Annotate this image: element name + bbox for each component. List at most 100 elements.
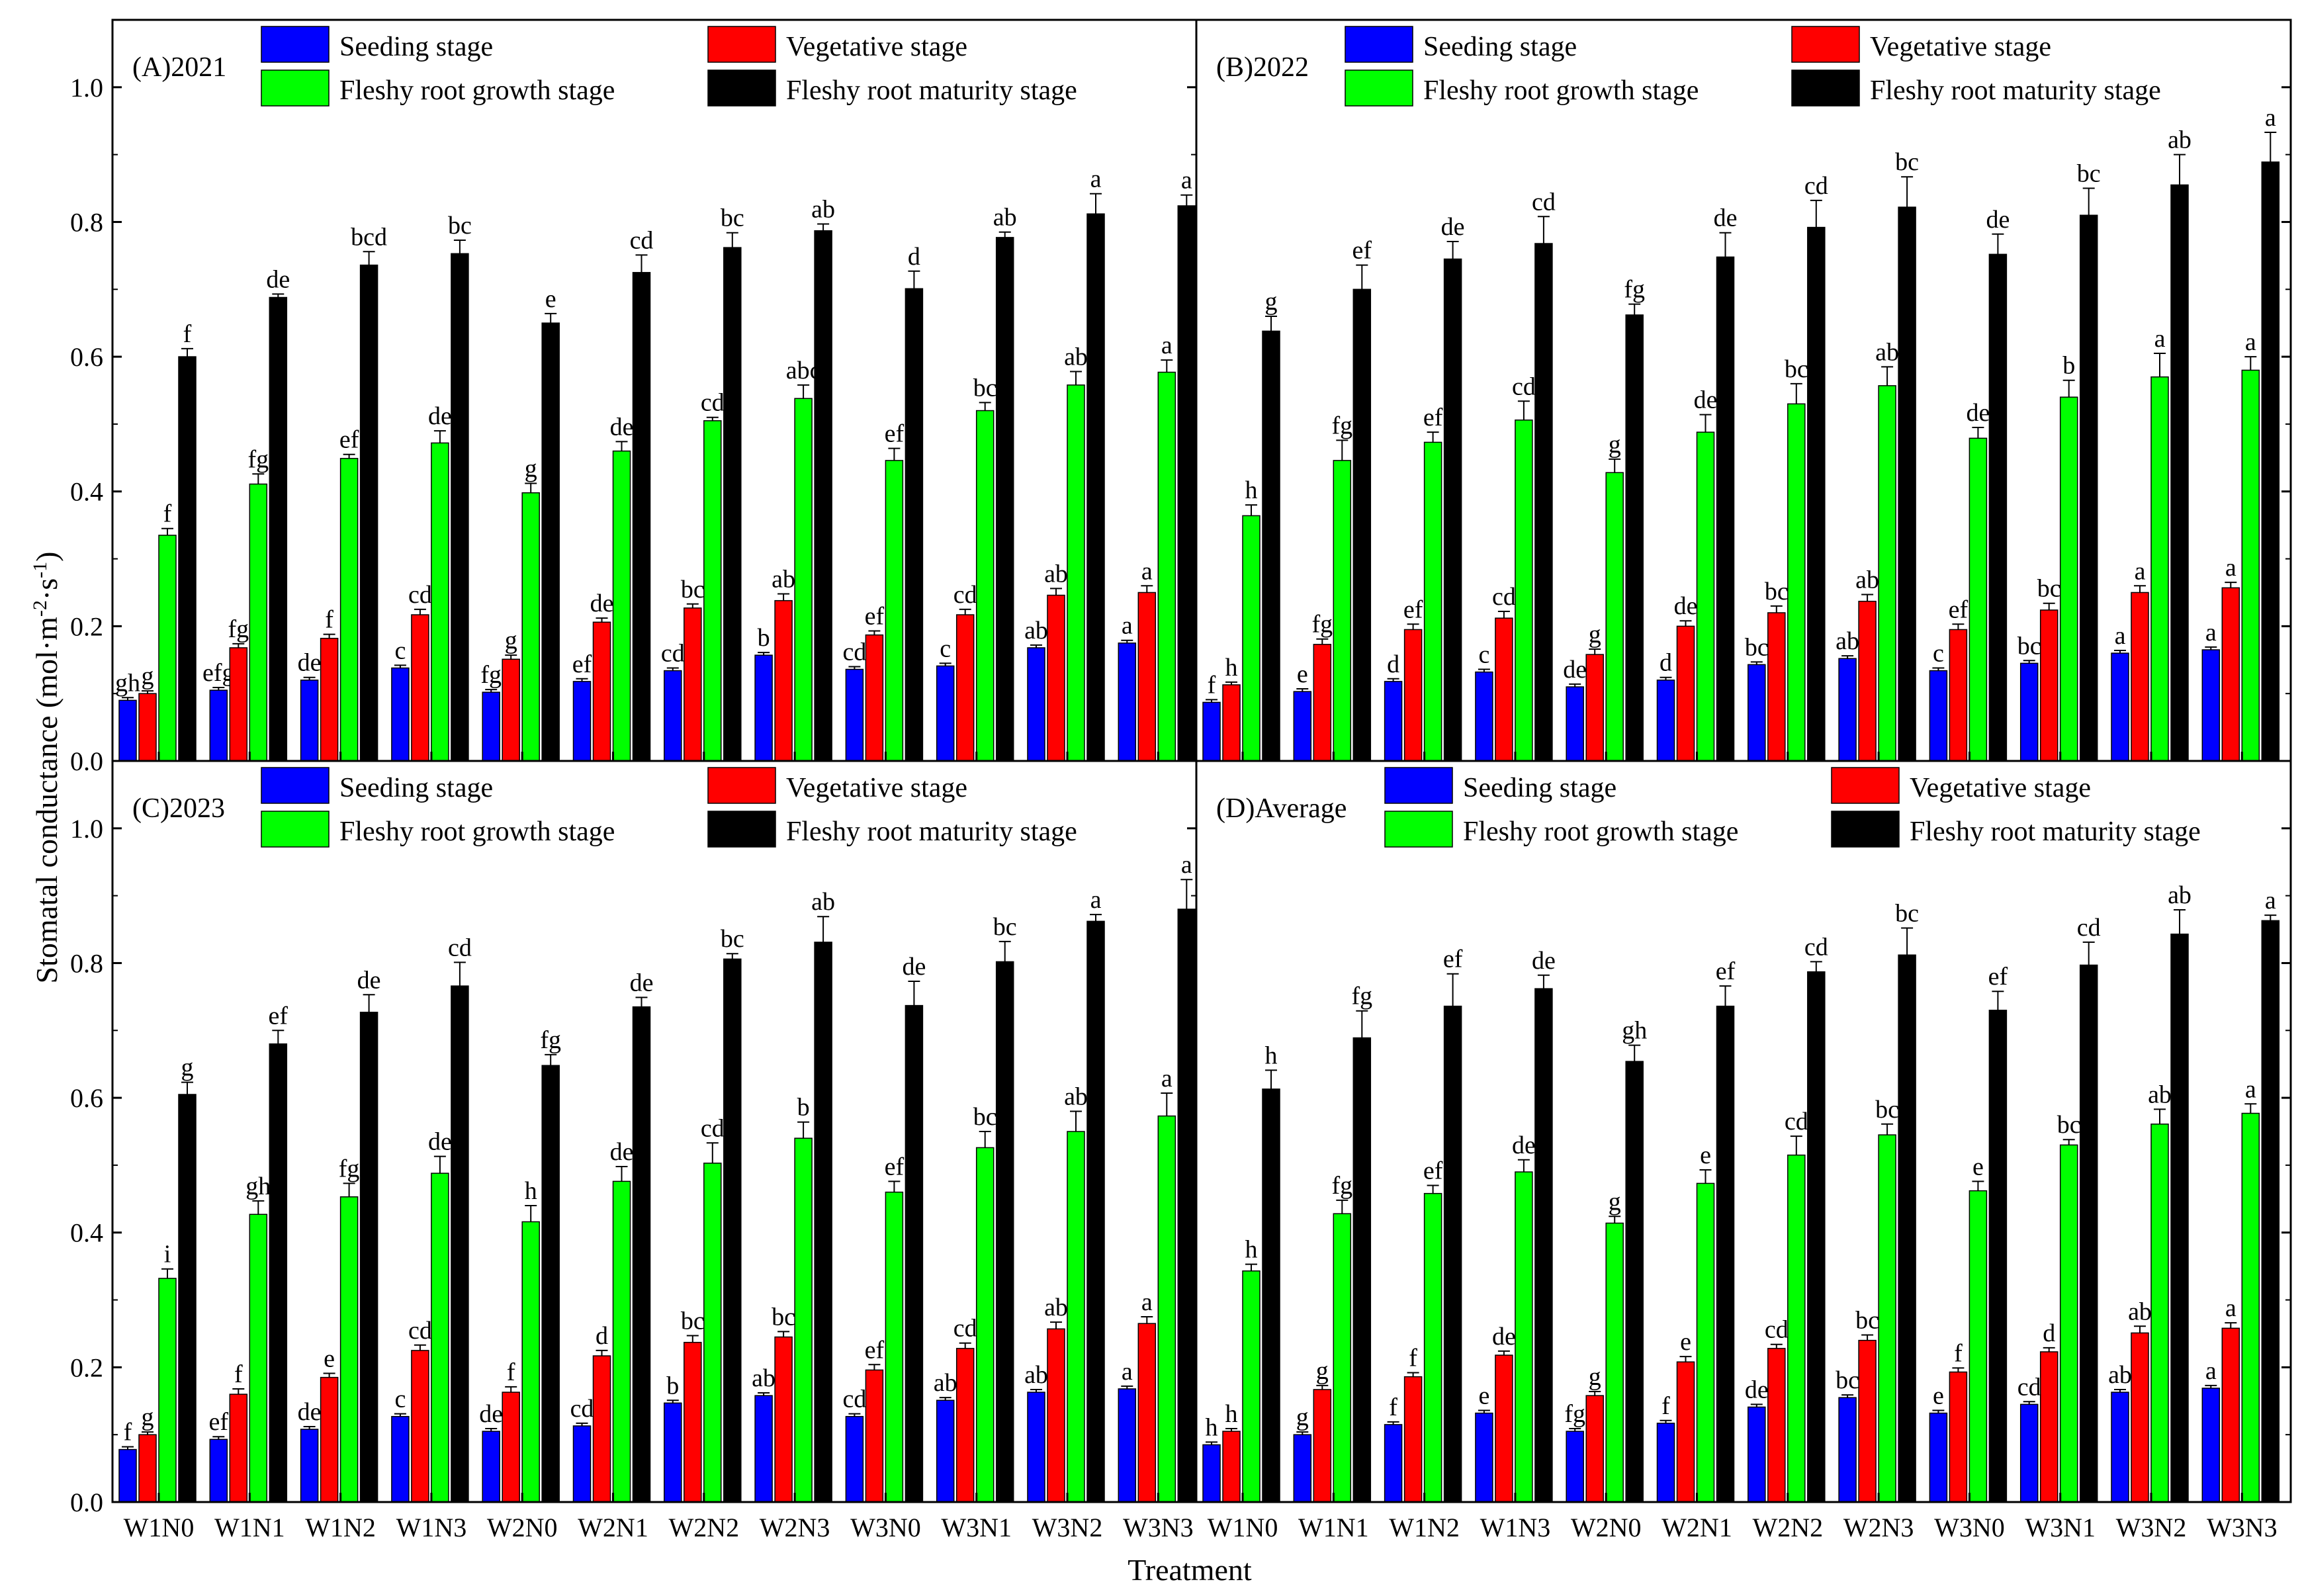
- significance-label: f: [1661, 1392, 1670, 1420]
- significance-label: ab: [772, 565, 795, 593]
- bar: [2019, 1403, 2039, 1503]
- bar: [1495, 617, 1513, 762]
- legend-swatch: [261, 811, 330, 848]
- significance-label: cd: [1512, 373, 1536, 400]
- bar: [814, 942, 832, 1503]
- significance-label: de: [298, 1398, 322, 1426]
- significance-label: gh: [115, 669, 140, 697]
- bar: [1333, 1213, 1352, 1503]
- bar: [632, 272, 651, 762]
- significance-label: bc: [1765, 578, 1789, 605]
- significance-label: bc: [721, 204, 744, 232]
- bar: [754, 1395, 773, 1503]
- x-tick-label: W2N0: [487, 1513, 558, 1542]
- bar: [1716, 1005, 1735, 1503]
- significance-label: bcd: [351, 223, 387, 251]
- bar: [1384, 1424, 1403, 1503]
- bar: [936, 665, 955, 762]
- bar: [1202, 1444, 1221, 1503]
- significance-label: h: [1245, 476, 1258, 504]
- significance-label: ef: [1949, 596, 1969, 623]
- significance-label: a: [2225, 1294, 2236, 1322]
- bar: [865, 634, 884, 762]
- x-tick-label: W2N2: [1752, 1513, 1823, 1542]
- bar: [1878, 1134, 1896, 1503]
- bar: [1625, 1061, 1644, 1503]
- bar: [1333, 460, 1352, 762]
- significance-label: cd: [1804, 172, 1828, 200]
- bar: [1929, 1412, 1948, 1503]
- significance-label: f: [183, 320, 192, 348]
- significance-label: d: [596, 1322, 608, 1350]
- legend-swatch: [1831, 811, 1900, 848]
- bar: [1067, 1131, 1085, 1503]
- bar: [1495, 1354, 1513, 1503]
- y-tick-label: 0.4: [70, 1218, 103, 1248]
- legend-label: Fleshy root maturity stage: [786, 75, 1077, 106]
- bar: [391, 667, 410, 762]
- bar: [995, 961, 1014, 1503]
- bar: [1676, 625, 1695, 762]
- significance-label: ef: [339, 426, 359, 454]
- bar: [1137, 1323, 1157, 1503]
- x-tick-label: W3N0: [850, 1513, 921, 1542]
- significance-label: c: [394, 1386, 406, 1413]
- significance-label: c: [1933, 639, 1944, 667]
- significance-label: g: [505, 627, 517, 654]
- significance-label: c: [1478, 641, 1489, 669]
- significance-label: a: [1122, 1358, 1133, 1386]
- bar: [1676, 1361, 1695, 1503]
- bar: [684, 607, 702, 762]
- bar: [1605, 472, 1624, 762]
- bar: [1787, 403, 1806, 762]
- bar: [1352, 288, 1372, 762]
- significance-label: a: [2115, 622, 2126, 650]
- bar: [1898, 954, 1916, 1503]
- legend-label: Fleshy root maturity stage: [786, 817, 1077, 847]
- significance-label: bc: [1875, 1096, 1899, 1124]
- bar: [411, 1350, 429, 1503]
- bar: [1222, 1431, 1241, 1503]
- bar: [1898, 206, 1916, 762]
- significance-label: ef: [1423, 404, 1443, 431]
- bar: [2131, 592, 2149, 762]
- significance-label: a: [1122, 612, 1133, 640]
- bar: [1656, 680, 1675, 762]
- significance-label: cd: [2017, 1373, 2041, 1401]
- y-axis-label-mid: ·s: [30, 578, 64, 600]
- significance-label: a: [1181, 167, 1192, 195]
- significance-label: cd: [701, 389, 725, 417]
- x-tick-label: W3N0: [1934, 1513, 2005, 1542]
- significance-label: fg: [1311, 611, 1333, 639]
- bar: [2201, 1388, 2221, 1503]
- bar: [269, 1043, 288, 1503]
- significance-label: d: [908, 243, 920, 271]
- significance-label: ef: [209, 1408, 229, 1436]
- significance-label: de: [1563, 656, 1587, 684]
- bar: [2201, 649, 2221, 762]
- significance-label: bc: [1895, 900, 1919, 928]
- bar: [905, 288, 924, 762]
- bar: [2241, 369, 2260, 762]
- significance-label: cd: [661, 639, 685, 667]
- significance-label: ab: [934, 1369, 957, 1397]
- bar: [320, 1376, 339, 1503]
- bar: [885, 1191, 904, 1503]
- y-axis-label-exp1: -2: [29, 600, 51, 617]
- significance-label: d: [1387, 650, 1399, 678]
- bar: [300, 1429, 319, 1503]
- significance-label: a: [2154, 325, 2166, 353]
- significance-label: bc: [721, 925, 744, 953]
- significance-label: ef: [865, 602, 885, 630]
- bar: [249, 483, 268, 762]
- bar: [1384, 681, 1403, 762]
- bar: [451, 985, 469, 1503]
- bar: [1716, 256, 1735, 762]
- bar: [1656, 1423, 1675, 1503]
- bar: [1787, 1154, 1806, 1503]
- significance-label: h: [1206, 1413, 1218, 1441]
- bar: [2150, 1124, 2169, 1503]
- bar: [1534, 988, 1553, 1503]
- bar: [269, 296, 288, 762]
- significance-label: f: [124, 1419, 132, 1446]
